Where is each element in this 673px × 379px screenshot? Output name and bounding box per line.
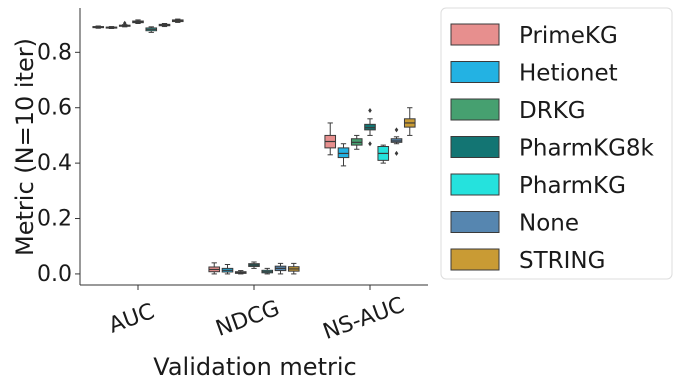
outlier-point: [394, 127, 399, 133]
legend-swatch-None: [450, 211, 500, 233]
outlier-point: [368, 107, 372, 113]
box-PharmKG8k-NDCG: [248, 261, 260, 269]
box-PharmKG8k-NS-AUC: [364, 107, 376, 147]
box-DRKG-NS-AUC: [350, 134, 363, 150]
legend-label-None: None: [519, 211, 579, 237]
box-STRING-NDCG: [287, 262, 300, 275]
x-tick-label: NS-AUC: [320, 293, 408, 345]
legend-label-PharmKG8k: PharmKG8k: [519, 136, 655, 162]
box-PharmKG-NDCG: [261, 267, 274, 275]
box-Hetionet-NDCG: [221, 264, 234, 275]
outlier-point: [394, 150, 399, 156]
legend-label-STRING: STRING: [519, 248, 605, 274]
x-tick-label: NDCG: [213, 296, 283, 342]
box-STRING-NS-AUC: [403, 107, 416, 136]
box-PrimeKG-AUC: [92, 25, 105, 29]
legend-label-Hetionet: Hetionet: [519, 61, 618, 87]
legend: PrimeKG Hetionet DRKG PharmKG8k PharmKG None S…: [440, 7, 673, 280]
box-None-NDCG: [274, 262, 287, 275]
box-PrimeKG-NS-AUC: [324, 122, 337, 156]
box-DRKG-AUC: [118, 20, 131, 28]
box-Hetionet-NS-AUC: [337, 143, 350, 167]
box-DRKG-NDCG: [234, 270, 247, 275]
legend-swatch-Hetionet: [450, 61, 500, 83]
y-tick-label: 0.6: [37, 96, 72, 121]
legend-swatch-STRING: [450, 248, 500, 271]
legend-swatch-DRKG: [450, 98, 500, 121]
box-PharmKG-NS-AUC: [377, 144, 390, 164]
outlier-point: [368, 141, 372, 147]
box-None-AUC: [158, 23, 171, 28]
box-Hetionet-AUC: [105, 26, 118, 29]
box-PharmKG-AUC: [145, 26, 158, 33]
legend-label-PharmKG: PharmKG: [519, 173, 626, 199]
axes: 0.0 0.2 0.4 0.6 0.8 AUC NDCG NS-AUC: [37, 8, 428, 345]
box-PharmKG8k-AUC: [132, 19, 144, 25]
box-PrimeKG-NDCG: [208, 262, 221, 275]
box-STRING-AUC: [171, 18, 184, 23]
plot-area: [92, 18, 416, 275]
legend-swatch-PrimeKG: [450, 23, 500, 46]
box-None-NS-AUC: [390, 127, 403, 156]
x-axis-title: Validation metric: [153, 353, 356, 379]
legend-label-DRKG: DRKG: [519, 98, 586, 124]
legend-swatch-PharmKG8k: [450, 136, 500, 158]
legend-swatch-PharmKG: [450, 173, 500, 196]
legend-label-PrimeKG: PrimeKG: [519, 23, 618, 49]
box-body: [337, 147, 350, 159]
y-tick-label: 0.4: [37, 151, 72, 176]
x-tick-label: AUC: [106, 299, 158, 338]
outlier-point: [122, 20, 127, 26]
y-axis-title: Metric (N=10 iter): [11, 38, 39, 256]
y-tick-label: 0.8: [37, 40, 72, 65]
y-tick-label: 0.0: [37, 262, 72, 287]
y-tick-label: 0.2: [37, 207, 72, 232]
